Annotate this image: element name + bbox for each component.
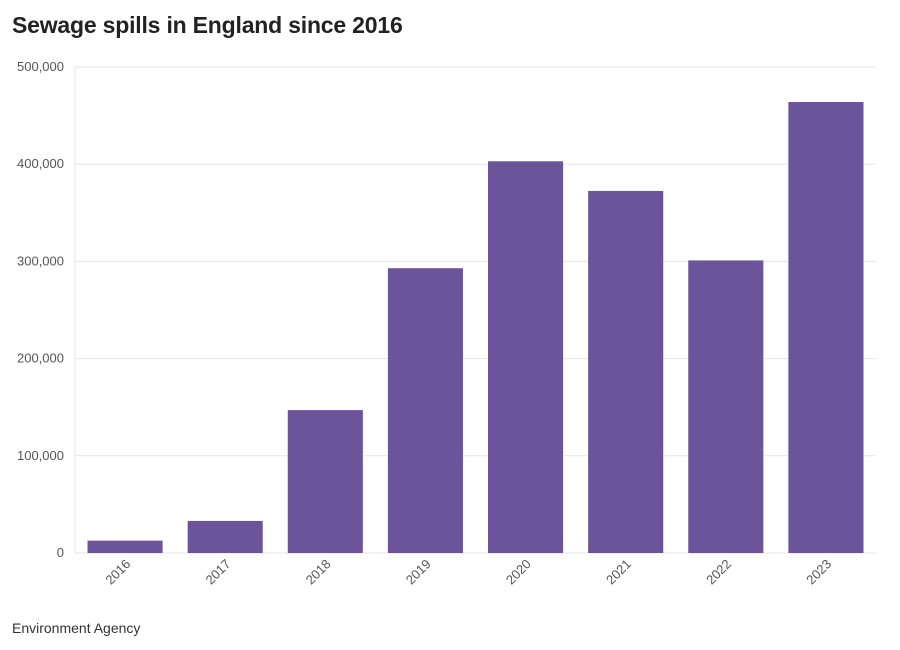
y-tick-label: 300,000 xyxy=(17,253,64,268)
bar-2018[interactable] xyxy=(287,410,363,553)
x-tick-label: 2019 xyxy=(403,556,434,587)
bar-2023[interactable] xyxy=(788,101,864,553)
y-tick-label: 0 xyxy=(57,545,64,560)
x-tick-label: 2016 xyxy=(102,556,133,587)
y-tick-label: 100,000 xyxy=(17,448,64,463)
x-tick-label: 2018 xyxy=(303,556,334,587)
x-axis-labels: 2016 2017 2018 2019 2020 2021 2022 2023 xyxy=(102,556,834,587)
bar-2019[interactable] xyxy=(387,268,463,553)
x-tick-label: 2020 xyxy=(503,556,534,587)
chart-title: Sewage spills in England since 2016 xyxy=(12,12,403,38)
bar-2017[interactable] xyxy=(187,520,263,553)
y-tick-label: 400,000 xyxy=(17,156,64,171)
x-tick-label: 2017 xyxy=(202,556,233,587)
y-axis-labels: 0 100,000 200,000 300,000 400,000 500,000 xyxy=(17,59,64,560)
y-tick-label: 500,000 xyxy=(17,59,64,74)
source-note: Environment Agency xyxy=(12,620,141,636)
x-tick-label: 2021 xyxy=(603,556,634,587)
x-tick-label: 2022 xyxy=(703,556,734,587)
x-tick-label: 2023 xyxy=(803,556,834,587)
bars xyxy=(87,101,864,553)
bar-2020[interactable] xyxy=(488,161,564,553)
bar-2022[interactable] xyxy=(688,260,764,553)
y-tick-label: 200,000 xyxy=(17,351,64,366)
bar-2021[interactable] xyxy=(588,190,664,553)
bar-2016[interactable] xyxy=(87,540,163,553)
